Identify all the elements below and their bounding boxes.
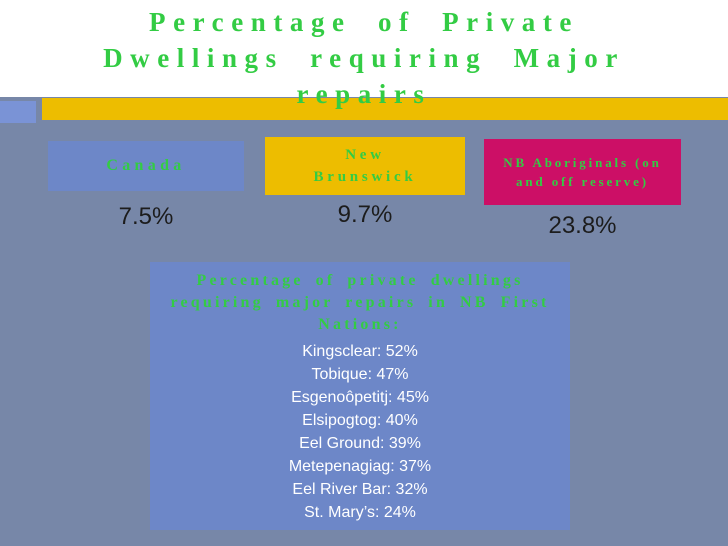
stat-value-canada: 7.5% (118, 203, 174, 230)
list-item-eel-ground: Eel Ground: 39% (299, 435, 421, 452)
stat-value-new-brunswick: 9.7% (337, 201, 393, 228)
title-band (0, 0, 728, 97)
stat-value-nb-aboriginals: 23.8% (548, 212, 617, 239)
stat-box-new-brunswick: New Brunswick (265, 137, 465, 195)
stat-label-new-brunswick: New Brunswick (313, 146, 417, 186)
accent-bar (42, 98, 728, 120)
accent-square (0, 101, 36, 123)
first-nations-detail-box: Percentage of private dwellings requirin… (150, 262, 570, 530)
list-item-eel-river-bar: Eel River Bar: 32% (292, 481, 428, 498)
list-item-esgenoopetitj: Esgenoôpetitj: 45% (291, 389, 429, 406)
list-item-tobique: Tobique: 47% (311, 366, 409, 383)
stat-box-nb-aboriginals: NB Aboriginals (on and off reserve) (484, 139, 681, 205)
list-item-elsipogtog: Elsipogtog: 40% (302, 412, 418, 429)
stat-label-nb-aboriginals: NB Aboriginals (on and off reserve) (503, 154, 662, 190)
list-item-metepenagiag: Metepenagiag: 37% (288, 458, 432, 475)
stat-box-canada: Canada (48, 141, 244, 191)
stat-label-canada: Canada (106, 157, 186, 174)
first-nations-list: Kingsclear: 52% Tobique: 47% Esgenoôpeti… (150, 340, 570, 524)
slide-title: Percentage of Private Dwellings requirin… (103, 7, 625, 109)
detail-box-title: Percentage of private dwellings requirin… (170, 272, 550, 333)
list-item-st-marys: St. Mary’s: 24% (304, 504, 416, 521)
list-item-kingsclear: Kingsclear: 52% (302, 343, 418, 360)
